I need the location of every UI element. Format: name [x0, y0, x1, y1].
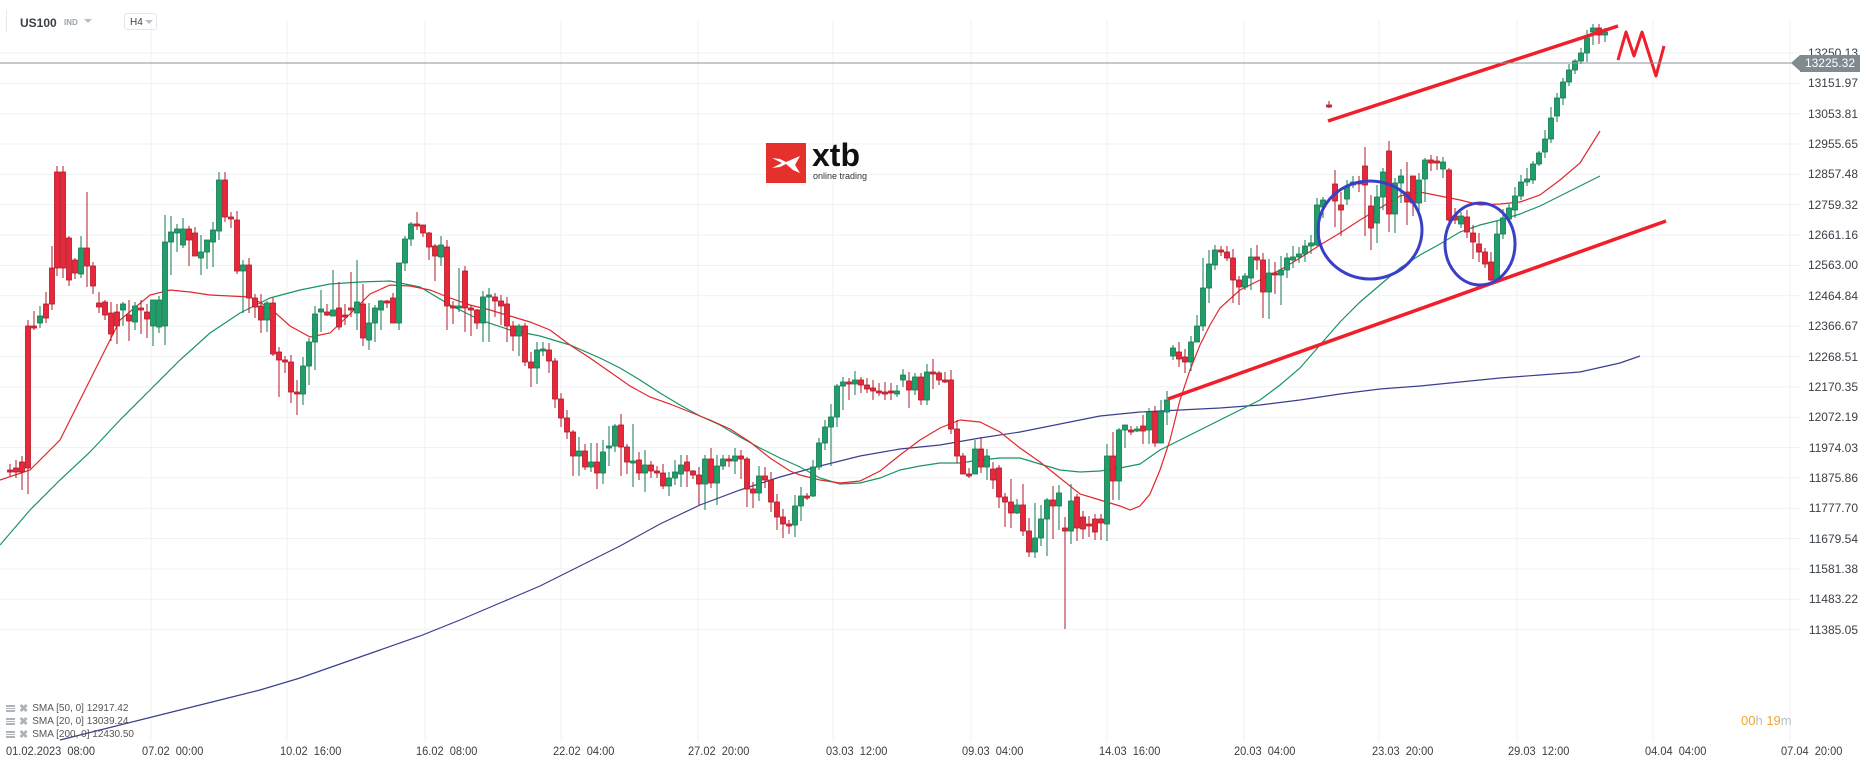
price-tick-label: 12759.32 — [1807, 197, 1858, 212]
time-tick-label: 04.04 04:00 — [1645, 744, 1707, 758]
price-tick-label: 11974.03 — [1808, 440, 1858, 455]
legend-item[interactable]: ✖ SMA [20, 0] 13039.24 — [6, 715, 128, 728]
price-tick-label: 11385.05 — [1808, 622, 1858, 637]
channel-upper-line — [1327, 24, 1619, 123]
countdown-hours: 00 — [1741, 713, 1756, 728]
price-tick-label: 12464.84 — [1807, 288, 1858, 303]
legend-label: SMA [20, 0] 13039.24 — [32, 716, 129, 727]
xtb-wordmark: xtb — [812, 137, 860, 173]
price-tick-label: 12170.35 — [1807, 379, 1858, 394]
price-tick-label: 12072.19 — [1807, 410, 1858, 425]
settings-icon[interactable] — [6, 705, 15, 712]
chevron-down-icon[interactable] — [84, 19, 92, 23]
current-price-tag: 13225.32 — [1790, 55, 1860, 72]
legend-label: SMA [50, 0] 12917.42 — [32, 703, 129, 714]
highlight-circle — [1316, 179, 1424, 281]
candle-countdown: 00h 19m — [1741, 713, 1792, 728]
price-tick-label: 11581.38 — [1808, 561, 1858, 576]
price-tick-label: 13053.81 — [1807, 106, 1858, 121]
price-tick-label: 12857.48 — [1807, 167, 1858, 182]
highlight-circle — [1443, 201, 1517, 287]
price-tick-label: 12563.00 — [1807, 258, 1858, 273]
close-icon[interactable]: ✖ — [19, 703, 29, 715]
timeframe-value: H4 — [130, 17, 143, 28]
time-tick-label: 01.02.2023 08:00 — [6, 744, 96, 758]
projection-zigzag — [1616, 30, 1666, 78]
xtb-x-icon — [772, 156, 800, 173]
xtb-logo-mark — [766, 143, 806, 183]
instrument-symbol[interactable]: US100 — [20, 16, 57, 30]
time-tick-label: 14.03 16:00 — [1099, 744, 1161, 758]
price-tick-label: 13151.97 — [1807, 76, 1858, 91]
channel-lower-line — [1167, 219, 1667, 401]
legend-label: SMA [200, 0] 12430.50 — [32, 729, 134, 740]
time-tick-label: 09.03 04:00 — [962, 744, 1024, 758]
countdown-hours-unit: h — [1755, 713, 1763, 728]
price-tick-label: 12955.65 — [1807, 137, 1858, 152]
time-tick-label: 03.03 12:00 — [826, 744, 888, 758]
legend-item[interactable]: ✖ SMA [50, 0] 12917.42 — [6, 702, 128, 715]
instrument-class: IND — [64, 18, 78, 27]
close-icon[interactable]: ✖ — [19, 716, 29, 728]
legend-item[interactable]: ✖ SMA [200, 0] 12430.50 — [6, 728, 134, 741]
xtb-tagline: online trading — [813, 171, 868, 181]
price-tick-label: 12366.67 — [1807, 319, 1858, 334]
header-divider — [6, 10, 7, 32]
time-tick-label: 07.02 00:00 — [142, 744, 204, 758]
chart-grid — [0, 20, 1800, 742]
price-tick-label: 12661.16 — [1807, 228, 1858, 243]
settings-icon[interactable] — [6, 718, 15, 725]
chevron-down-icon — [145, 20, 153, 24]
settings-icon[interactable] — [6, 731, 15, 738]
time-tick-label: 10.02 16:00 — [280, 744, 342, 758]
price-tick-label: 11483.22 — [1808, 592, 1858, 607]
time-tick-label: 20.03 04:00 — [1234, 744, 1296, 758]
countdown-minutes-unit: m — [1780, 713, 1792, 728]
candlestick-series — [7, 24, 1608, 629]
chart-header: US100 IND H4 — [0, 0, 1866, 40]
price-tick-label: 11777.70 — [1808, 501, 1858, 516]
countdown-minutes: 19 — [1766, 713, 1781, 728]
close-icon[interactable]: ✖ — [19, 729, 29, 741]
sma-20-line — [0, 130, 1601, 511]
timeframe-select[interactable]: H4 — [124, 13, 157, 30]
time-tick-label: 29.03 12:00 — [1508, 744, 1570, 758]
price-tick-label: 11679.54 — [1808, 531, 1858, 546]
time-tick-label: 16.02 08:00 — [416, 744, 478, 758]
time-tick-label: 23.03 20:00 — [1372, 744, 1434, 758]
drawing-annotations[interactable] — [1167, 24, 1667, 401]
time-tick-label: 27.02 20:00 — [688, 744, 750, 758]
sma-50-line — [0, 175, 1601, 546]
sma-200-line — [59, 355, 1641, 741]
price-tick-label: 11875.86 — [1808, 470, 1858, 485]
price-tick-label: 12268.51 — [1807, 349, 1858, 364]
time-tick-label: 07.04 20:00 — [1781, 744, 1843, 758]
time-tick-label: 22.02 04:00 — [553, 744, 615, 758]
